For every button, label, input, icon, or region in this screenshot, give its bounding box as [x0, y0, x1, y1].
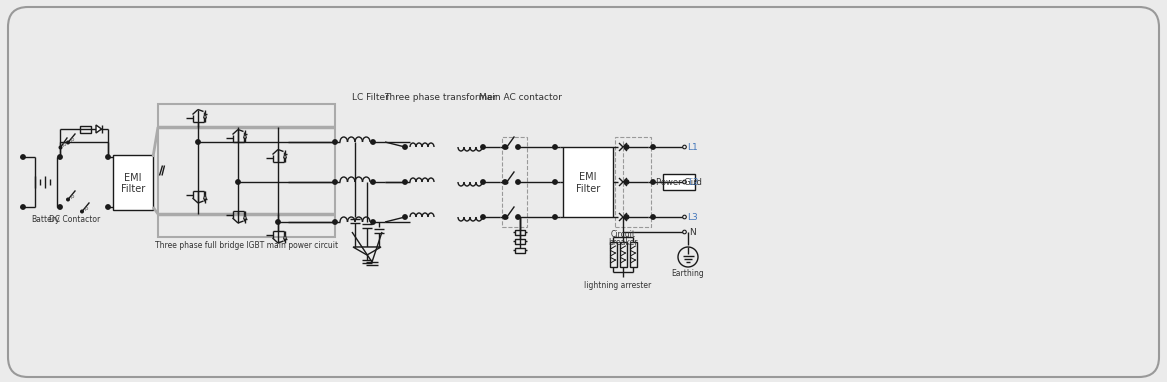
- Text: Three phase full bridge IGBT main power circuit: Three phase full bridge IGBT main power …: [155, 241, 338, 249]
- Circle shape: [21, 205, 26, 209]
- Text: Circuit: Circuit: [610, 230, 636, 238]
- Polygon shape: [352, 247, 380, 255]
- Bar: [158, 104, 335, 237]
- Text: Filter: Filter: [121, 184, 145, 194]
- Circle shape: [553, 180, 557, 184]
- Circle shape: [403, 180, 407, 184]
- Bar: [562, 147, 613, 217]
- Circle shape: [236, 180, 240, 184]
- Circle shape: [683, 180, 686, 184]
- Bar: [113, 154, 153, 209]
- Bar: [515, 248, 525, 253]
- Text: p: p: [70, 194, 74, 199]
- Circle shape: [403, 215, 407, 219]
- Polygon shape: [244, 133, 246, 138]
- Circle shape: [106, 205, 110, 209]
- Text: L2: L2: [687, 178, 698, 186]
- Circle shape: [481, 180, 485, 184]
- Text: p: p: [63, 142, 67, 147]
- Circle shape: [505, 216, 508, 219]
- Text: Main AC contactor: Main AC contactor: [478, 92, 561, 102]
- Text: Battery: Battery: [32, 215, 61, 223]
- Text: lightning arrester: lightning arrester: [585, 280, 651, 290]
- Text: Three phase transformer: Three phase transformer: [384, 92, 496, 102]
- Circle shape: [553, 215, 557, 219]
- Circle shape: [651, 215, 655, 219]
- Circle shape: [196, 140, 201, 144]
- Circle shape: [678, 247, 698, 267]
- Circle shape: [624, 145, 629, 149]
- Circle shape: [516, 145, 520, 149]
- Text: Filter: Filter: [575, 184, 600, 194]
- Circle shape: [503, 180, 508, 184]
- Polygon shape: [244, 215, 246, 219]
- Bar: [620, 242, 627, 267]
- Bar: [502, 137, 527, 227]
- Bar: [663, 174, 696, 190]
- Circle shape: [516, 215, 520, 219]
- Circle shape: [81, 210, 83, 213]
- Text: EMI: EMI: [124, 173, 141, 183]
- Circle shape: [333, 140, 337, 144]
- Bar: [615, 137, 651, 227]
- Circle shape: [106, 155, 110, 159]
- Circle shape: [683, 145, 686, 149]
- Circle shape: [683, 230, 686, 234]
- Circle shape: [371, 220, 376, 224]
- Bar: [81, 126, 91, 133]
- Polygon shape: [284, 235, 287, 239]
- Circle shape: [21, 155, 26, 159]
- Text: Power Gird: Power Gird: [656, 178, 701, 186]
- Circle shape: [481, 215, 485, 219]
- Polygon shape: [96, 125, 102, 133]
- Bar: [515, 230, 525, 235]
- Text: p: p: [70, 137, 74, 142]
- Text: breaker: breaker: [608, 238, 637, 246]
- Polygon shape: [203, 194, 207, 199]
- Circle shape: [371, 180, 376, 184]
- Circle shape: [58, 155, 62, 159]
- Circle shape: [67, 141, 69, 144]
- Text: Earthing: Earthing: [672, 269, 705, 277]
- Circle shape: [67, 198, 69, 201]
- Circle shape: [58, 205, 62, 209]
- Bar: [515, 238, 525, 243]
- Circle shape: [624, 180, 629, 184]
- Circle shape: [624, 215, 629, 219]
- Circle shape: [60, 146, 62, 149]
- Circle shape: [403, 145, 407, 149]
- Circle shape: [651, 145, 655, 149]
- Bar: [629, 242, 636, 267]
- Circle shape: [553, 145, 557, 149]
- Circle shape: [371, 140, 376, 144]
- Circle shape: [275, 220, 280, 224]
- Circle shape: [481, 145, 485, 149]
- Text: N: N: [690, 228, 697, 236]
- Text: DC Contactor: DC Contactor: [49, 215, 100, 223]
- Text: L1: L1: [687, 142, 698, 152]
- Polygon shape: [203, 113, 207, 118]
- Circle shape: [505, 146, 508, 149]
- Circle shape: [503, 145, 508, 149]
- Circle shape: [683, 215, 686, 219]
- Text: LC Filter: LC Filter: [351, 92, 389, 102]
- Circle shape: [516, 180, 520, 184]
- Circle shape: [333, 220, 337, 224]
- Circle shape: [503, 215, 508, 219]
- Circle shape: [333, 180, 337, 184]
- Text: EMI: EMI: [579, 172, 596, 182]
- Circle shape: [505, 181, 508, 184]
- Bar: [609, 242, 616, 267]
- Text: p: p: [84, 206, 88, 211]
- Circle shape: [651, 180, 655, 184]
- Text: L3: L3: [687, 212, 698, 222]
- FancyBboxPatch shape: [8, 7, 1159, 377]
- Polygon shape: [284, 154, 287, 158]
